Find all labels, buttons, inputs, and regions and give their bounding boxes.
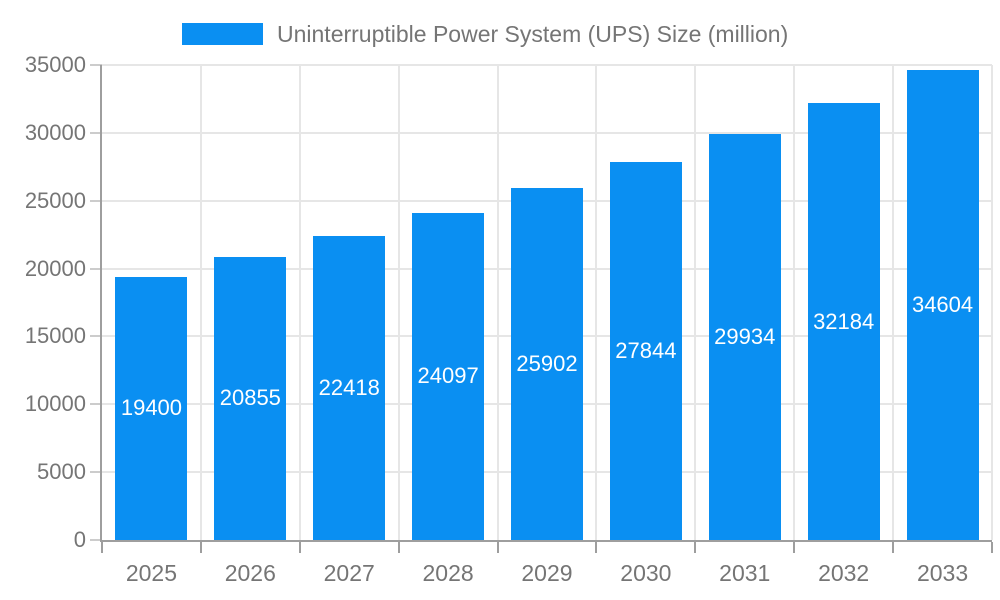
bar-value-label: 29934 (714, 323, 776, 349)
bar-value-label: 32184 (813, 308, 875, 334)
bar-value-label: 27844 (615, 338, 677, 364)
bar-value-label: 22418 (318, 374, 380, 400)
y-axis-tick-mark (90, 199, 102, 202)
y-axis-tick-label: 20000 (24, 255, 86, 281)
y-axis-tick-mark (90, 64, 102, 66)
y-axis-tick-label: 30000 (24, 119, 86, 145)
y-axis-tick-mark (90, 267, 102, 270)
y-axis-tick-mark (90, 131, 102, 134)
x-axis-line (100, 540, 992, 542)
x-gridline (496, 65, 499, 540)
x-axis-tick-label: 2029 (521, 560, 573, 586)
y-gridline (102, 64, 992, 66)
x-gridline (199, 65, 202, 540)
bar-2029[interactable] (511, 188, 583, 540)
bar-2027[interactable] (313, 235, 386, 540)
x-axis-tick-label: 2033 (916, 560, 969, 586)
x-axis-tick-mark (694, 542, 697, 553)
legend-swatch-icon (182, 23, 263, 45)
x-axis-tick-mark (199, 542, 202, 553)
x-gridline (397, 65, 400, 540)
bar-value-label: 24097 (417, 363, 479, 389)
bar-2031[interactable] (708, 133, 781, 540)
x-axis-tick-label: 2032 (818, 560, 870, 586)
x-gridline (991, 65, 993, 540)
y-axis-tick-label: 35000 (24, 52, 86, 77)
x-axis-tick-mark (397, 542, 400, 553)
x-axis-tick-label: 2025 (125, 560, 178, 586)
bar-2033[interactable] (906, 70, 979, 540)
bar-value-label: 34604 (911, 292, 974, 318)
y-axis-tick-label: 15000 (24, 323, 86, 349)
x-axis-tick-mark (793, 542, 796, 553)
y-axis-tick-label: 10000 (24, 391, 86, 417)
legend-label: Uninterruptible Power System (UPS) Size … (277, 20, 789, 47)
x-axis-tick-label: 2028 (422, 560, 474, 586)
x-axis-tick-mark (892, 542, 895, 553)
x-gridline (694, 65, 697, 540)
x-axis-tick-label: 2031 (719, 560, 771, 586)
x-axis-tick-mark (991, 542, 993, 553)
x-axis-tick-label: 2026 (224, 560, 276, 586)
y-gridline (102, 131, 992, 134)
y-axis-tick-mark (90, 403, 102, 406)
bar-2028[interactable] (412, 212, 485, 540)
x-gridline (298, 65, 301, 540)
x-gridline (892, 65, 895, 540)
chart-legend: Uninterruptible Power System (UPS) Size … (182, 21, 788, 47)
x-axis-tick-mark (496, 542, 499, 553)
y-axis-tick-mark (90, 335, 102, 338)
x-axis-tick-label: 2027 (323, 560, 375, 586)
y-axis-tick-label: 25000 (24, 187, 86, 213)
y-axis-line (100, 65, 102, 542)
bar-2026[interactable] (214, 256, 287, 540)
bar-2025[interactable] (115, 276, 188, 540)
x-gridline (793, 65, 796, 540)
y-axis-tick-label: 0 (73, 527, 86, 552)
x-axis-tick-mark (101, 542, 103, 553)
x-axis-tick-mark (298, 542, 301, 553)
bar-value-label: 20855 (219, 385, 281, 411)
bar-value-label: 25902 (516, 351, 578, 377)
bar-2032[interactable] (807, 103, 880, 540)
x-axis-tick-mark (595, 542, 598, 553)
y-axis-tick-mark (90, 471, 102, 474)
x-gridline (595, 65, 598, 540)
x-axis-tick-label: 2030 (620, 560, 672, 586)
bar-2030[interactable] (609, 162, 682, 540)
bar-value-label: 19400 (120, 395, 183, 421)
y-axis-tick-label: 5000 (37, 459, 86, 485)
y-axis-tick-mark (90, 539, 102, 541)
